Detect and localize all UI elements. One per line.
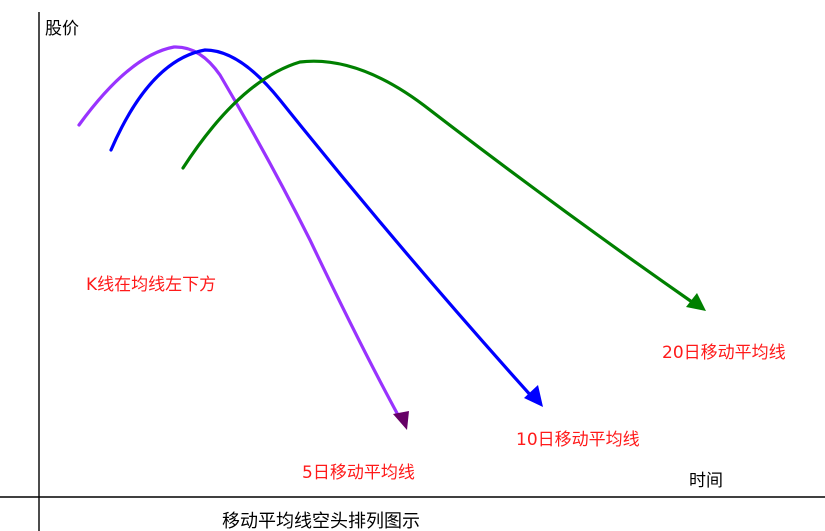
ma5-arrowhead <box>393 411 409 430</box>
ma10-line <box>109 48 535 400</box>
ma10-arrowhead <box>524 385 543 407</box>
ma10-label: 10日移动平均线 <box>516 430 640 450</box>
y-axis-label: 股价 <box>45 19 79 39</box>
x-axis-label: 时间 <box>689 471 723 491</box>
annotation-text: K线在均线左下方 <box>86 275 216 295</box>
ma20-arrowhead <box>686 293 706 311</box>
diagram-caption: 移动平均线空头排列图示 <box>222 511 420 531</box>
ma5-label: 5日移动平均线 <box>302 463 415 483</box>
ma5-line <box>77 45 400 417</box>
ma20-label: 20日移动平均线 <box>662 343 786 363</box>
ma20-line <box>181 59 694 304</box>
